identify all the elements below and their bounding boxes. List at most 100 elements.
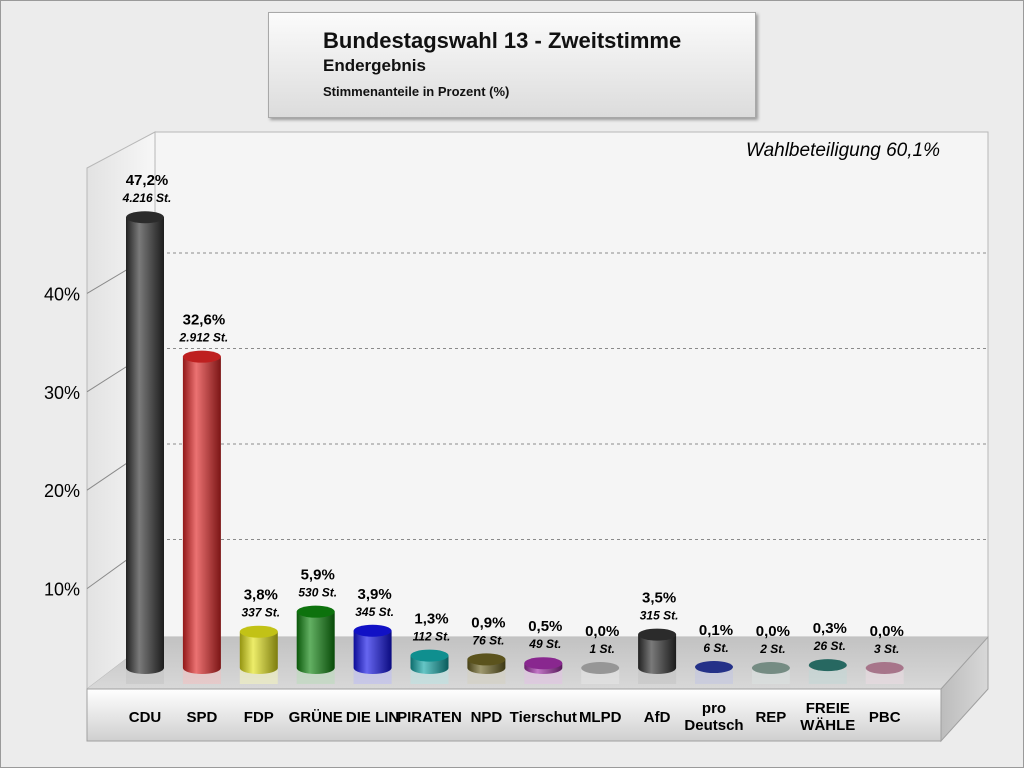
chart-title: Bundestagswahl 13 - Zweitstimme bbox=[323, 28, 682, 53]
bar-votes-label: 1 St. bbox=[590, 642, 615, 656]
plot-back-wall bbox=[154, 131, 989, 638]
bar-value-label: 47,2% bbox=[126, 172, 169, 189]
bar-top bbox=[182, 350, 221, 363]
y-tick-label: 40% bbox=[44, 284, 80, 304]
bar-votes-label: 337 St. bbox=[241, 606, 280, 620]
bar-top bbox=[467, 653, 506, 666]
x-category-label: NPD bbox=[471, 709, 503, 726]
bar-votes-label: 315 St. bbox=[640, 609, 679, 623]
bar-reflection bbox=[410, 670, 449, 684]
bar-votes-label: 112 St. bbox=[413, 630, 451, 644]
x-category-label: Deutsch bbox=[684, 717, 743, 734]
bar bbox=[353, 624, 392, 684]
bar-top bbox=[751, 662, 790, 674]
bar bbox=[239, 625, 278, 684]
bar-reflection bbox=[353, 670, 392, 684]
bar-value-label: 3,9% bbox=[357, 586, 391, 603]
x-category-label: SPD bbox=[186, 709, 217, 726]
turnout-label: Wahlbeteiligung 60,1% bbox=[746, 140, 940, 161]
bar-top bbox=[865, 662, 904, 674]
bar bbox=[410, 649, 449, 684]
bar-value-label: 0,0% bbox=[870, 623, 904, 640]
bar-top bbox=[126, 211, 164, 224]
bar bbox=[467, 653, 506, 684]
bar-reflection bbox=[182, 670, 221, 684]
bar bbox=[695, 661, 733, 684]
x-category-label: PBC bbox=[869, 709, 901, 726]
bar-votes-label: 26 St. bbox=[813, 639, 846, 653]
axis-base-side bbox=[940, 635, 989, 743]
bar-value-label: 0,9% bbox=[471, 614, 505, 631]
y-tick-label: 10% bbox=[44, 580, 80, 600]
bar-top bbox=[808, 659, 847, 672]
bar-votes-label: 3 St. bbox=[874, 642, 899, 656]
bar-reflection bbox=[865, 670, 904, 684]
bar-top bbox=[524, 657, 563, 670]
x-category-label: GRÜNE bbox=[289, 709, 343, 726]
bar-top bbox=[410, 649, 449, 662]
bar-value-label: 32,6% bbox=[183, 312, 226, 329]
bar-value-label: 0,3% bbox=[813, 620, 847, 637]
x-category-label: AfD bbox=[644, 709, 671, 726]
bar bbox=[638, 628, 677, 684]
bar bbox=[581, 662, 620, 684]
bar-value-label: 0,0% bbox=[756, 623, 790, 640]
x-category-label: MLPD bbox=[579, 709, 622, 726]
bar-body bbox=[182, 356, 221, 674]
bar bbox=[524, 657, 563, 684]
chart-subtitle: Endergebnis bbox=[323, 56, 426, 75]
bar-top bbox=[695, 661, 733, 674]
bar-value-label: 5,9% bbox=[301, 567, 335, 584]
bar-reflection bbox=[126, 670, 164, 684]
bar-body bbox=[296, 611, 335, 674]
bar bbox=[808, 659, 847, 684]
bar-body bbox=[239, 631, 278, 674]
bar-value-label: 1,3% bbox=[414, 611, 448, 628]
y-tick-label: 30% bbox=[44, 383, 80, 403]
bar bbox=[865, 662, 904, 684]
title-box: Bundestagswahl 13 - Zweitstimme Endergeb… bbox=[268, 12, 756, 118]
bar-reflection bbox=[296, 670, 335, 684]
bar-top bbox=[581, 662, 620, 674]
bar-votes-label: 76 St. bbox=[472, 633, 504, 647]
bar-value-label: 3,5% bbox=[642, 590, 676, 607]
bar-value-label: 3,8% bbox=[244, 587, 278, 604]
bar-votes-label: 2 St. bbox=[759, 642, 785, 656]
x-category-label: WÄHLE bbox=[800, 717, 855, 734]
bar-reflection bbox=[581, 670, 620, 684]
x-category-label: FDP bbox=[244, 709, 274, 726]
x-category-label: DIE LIN bbox=[346, 709, 399, 726]
x-category-label: FREIE bbox=[806, 700, 850, 717]
bar-reflection bbox=[808, 670, 847, 684]
bar-value-label: 0,5% bbox=[528, 618, 562, 635]
bar-top bbox=[296, 605, 335, 618]
x-category-label: CDU bbox=[129, 709, 162, 726]
x-category-label: PIRATEN bbox=[397, 709, 462, 726]
bar-body bbox=[638, 634, 677, 674]
bar-reflection bbox=[695, 670, 733, 684]
bar-reflection bbox=[751, 670, 790, 684]
bar-reflection bbox=[638, 670, 677, 684]
bar-reflection bbox=[239, 670, 278, 684]
x-category-label: REP bbox=[755, 709, 786, 726]
bar bbox=[751, 662, 790, 684]
bar-votes-label: 49 St. bbox=[528, 637, 561, 651]
bar bbox=[126, 211, 164, 684]
x-category-label: Tierschut bbox=[510, 709, 577, 726]
bar-top bbox=[638, 628, 677, 641]
bar bbox=[296, 605, 335, 684]
bar-body bbox=[353, 630, 392, 674]
bar-value-label: 0,0% bbox=[585, 623, 619, 640]
bar-votes-label: 530 St. bbox=[298, 586, 337, 600]
bar-reflection bbox=[467, 670, 506, 684]
x-category-label: pro bbox=[702, 700, 726, 717]
bar-votes-label: 6 St. bbox=[703, 641, 728, 655]
bar-value-label: 0,1% bbox=[699, 622, 733, 639]
bar-top bbox=[239, 625, 278, 638]
bar-votes-label: 2.912 St. bbox=[179, 331, 229, 345]
y-tick-label: 20% bbox=[44, 481, 80, 501]
bar-reflection bbox=[524, 670, 563, 684]
bar-top bbox=[353, 624, 392, 637]
bar-votes-label: 345 St. bbox=[355, 605, 394, 619]
